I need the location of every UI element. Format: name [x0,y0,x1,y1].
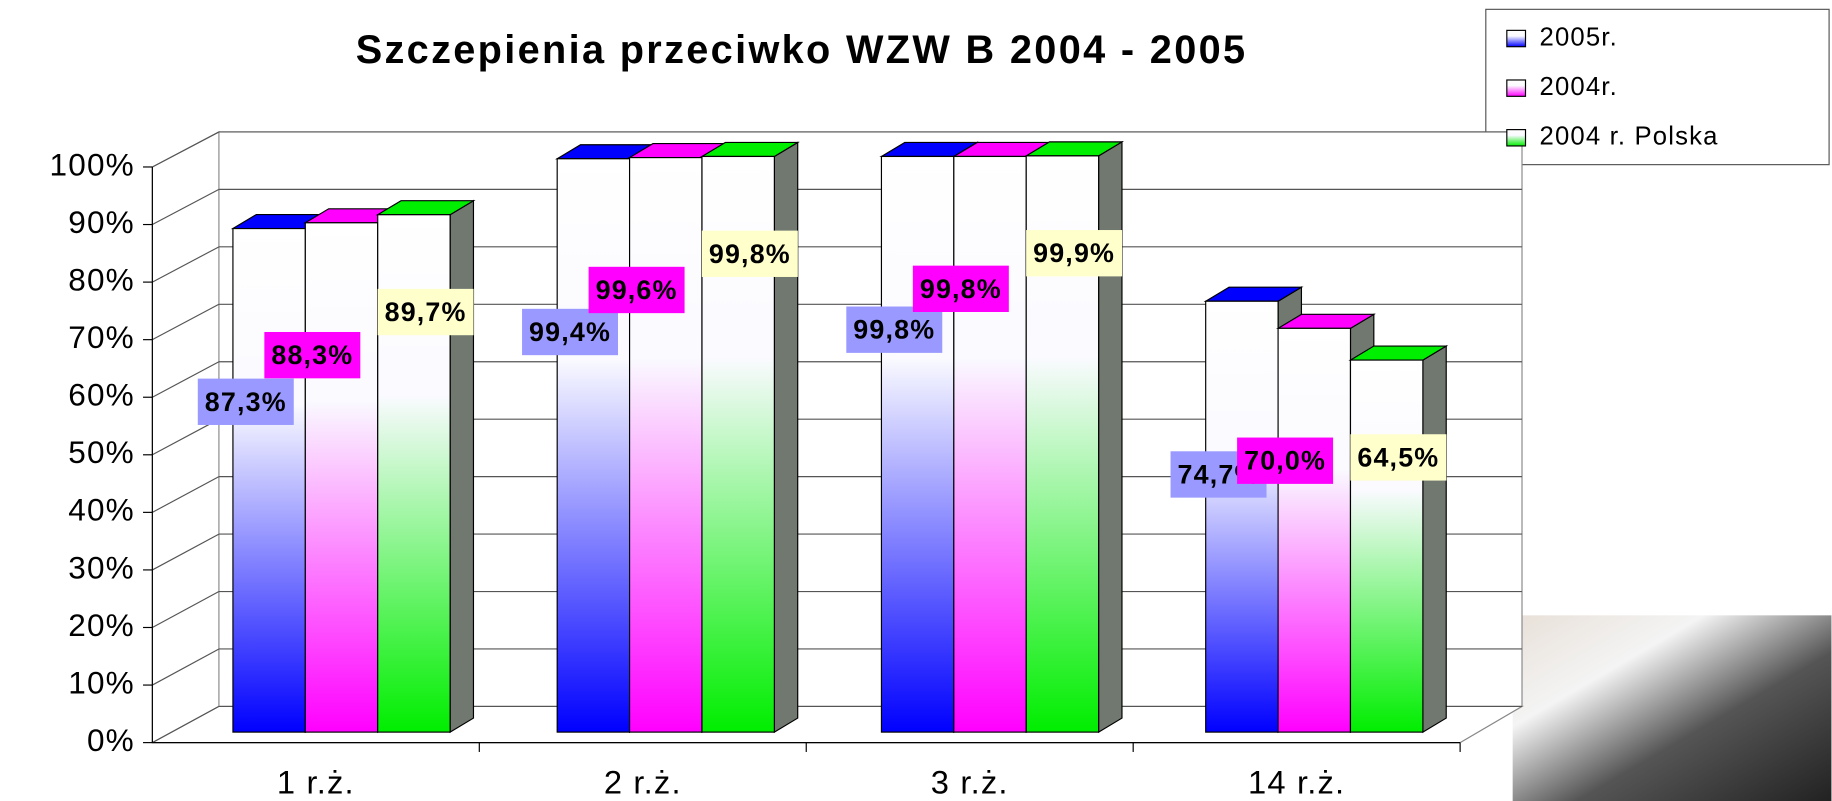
bar-side [450,201,473,732]
y-tick-label: 0% [87,722,135,758]
value-label: 70,0% [1244,446,1326,476]
value-label: 89,7% [385,297,467,327]
bar [1350,360,1422,732]
legend-swatch [1507,80,1526,96]
x-tick-label: 2 r.ż. [604,763,682,800]
y-tick-label: 10% [68,664,135,700]
value-label: 99,6% [596,275,678,305]
y-tick-label: 30% [68,549,135,585]
legend-label: 2004r. [1540,73,1618,101]
bar [954,156,1026,732]
bar [1206,301,1278,732]
legend-label: 2005r. [1540,23,1618,51]
y-tick-label: 100% [50,146,135,182]
y-tick-label: 80% [68,261,135,297]
x-tick-label: 3 r.ż. [931,763,1009,800]
chart-title: Szczepienia przeciwko WZW B 2004 - 2005 [356,28,1248,72]
y-tick-label: 40% [68,492,135,528]
legend-label: 2004 r. Polska [1540,123,1719,151]
bar [881,156,953,732]
y-tick-label: 90% [68,204,135,240]
photo [1513,615,1832,801]
legend-swatch [1507,30,1526,46]
y-tick-label: 70% [68,319,135,355]
bar-side [1423,346,1446,732]
value-label: 87,3% [205,387,287,417]
x-tick-label: 1 r.ż. [277,763,355,800]
y-tick-label: 60% [68,377,135,413]
legend-swatch [1507,130,1526,146]
y-tick-label: 20% [68,607,135,643]
value-label: 88,3% [271,340,353,370]
value-label: 99,8% [920,274,1002,304]
value-label: 99,8% [853,315,935,345]
value-label: 99,9% [1033,238,1115,268]
bar [305,223,377,732]
bar [630,158,702,733]
y-tick-label: 50% [68,434,135,470]
value-label: 99,4% [529,317,611,347]
chart: Szczepienia przeciwko WZW B 2004 - 2005 … [0,0,1832,801]
value-label: 99,8% [709,239,791,269]
value-label: 64,5% [1357,442,1439,472]
x-tick-label: 14 r.ż. [1248,763,1345,800]
bar [233,229,305,733]
bar [1278,328,1350,732]
bar [557,159,629,732]
